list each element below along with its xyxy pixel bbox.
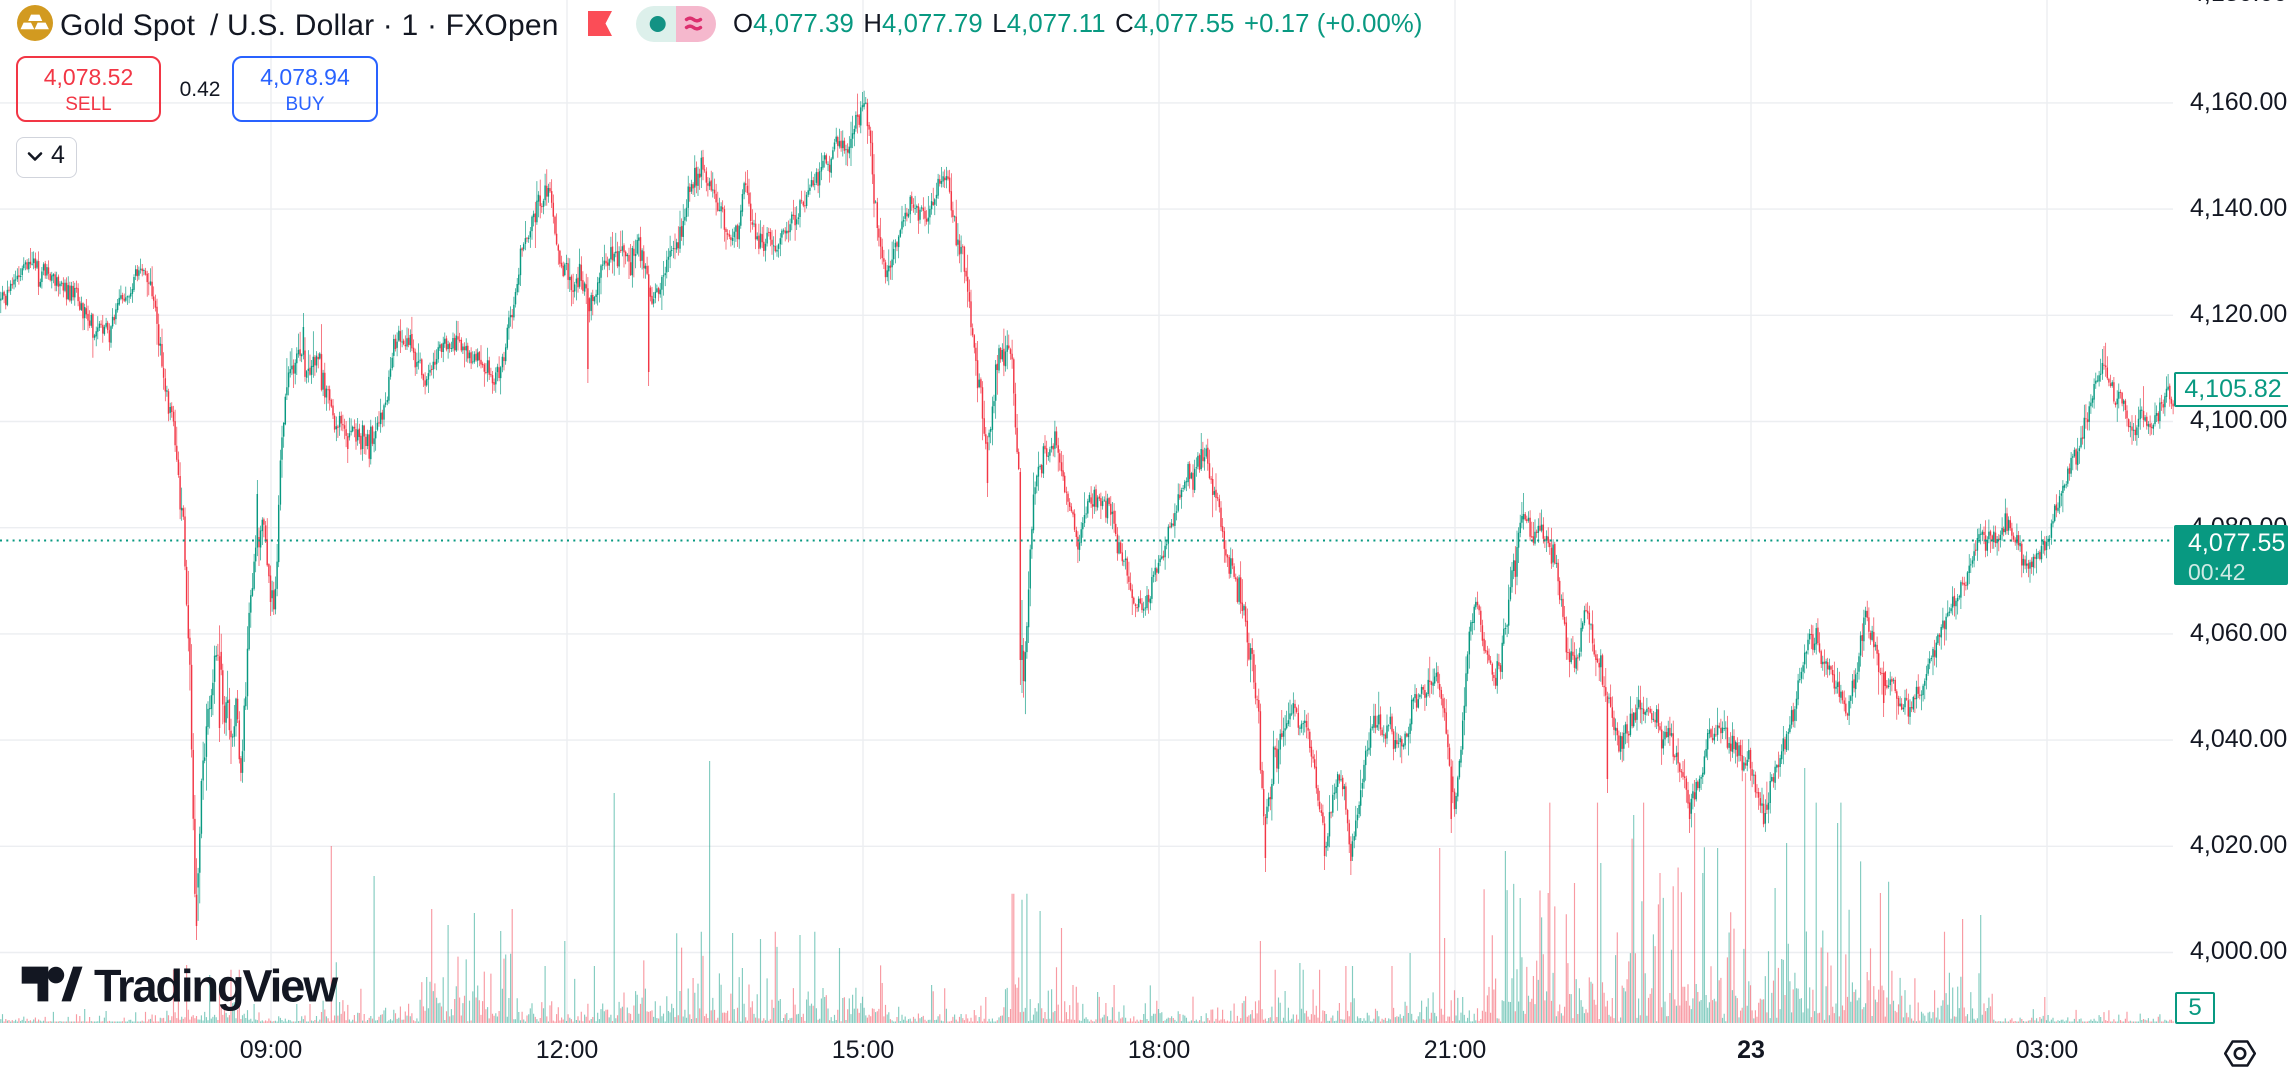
svg-text:TradingView: TradingView	[94, 962, 339, 1012]
